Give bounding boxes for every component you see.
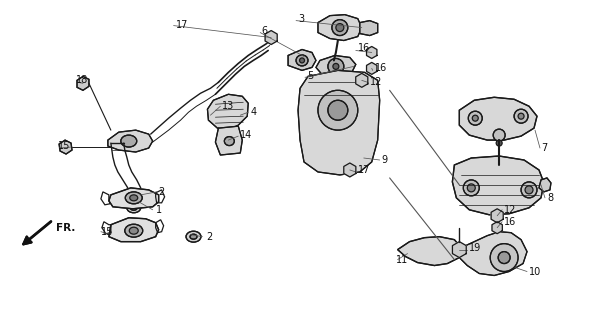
Circle shape xyxy=(328,100,348,120)
Polygon shape xyxy=(459,97,537,140)
Text: 12: 12 xyxy=(504,205,516,215)
Polygon shape xyxy=(344,163,356,177)
Ellipse shape xyxy=(130,195,138,201)
Circle shape xyxy=(359,77,365,83)
Text: 5: 5 xyxy=(307,71,313,81)
Ellipse shape xyxy=(296,55,308,66)
Text: 12: 12 xyxy=(370,77,382,87)
Polygon shape xyxy=(316,55,356,76)
Circle shape xyxy=(514,109,528,123)
Polygon shape xyxy=(360,20,378,36)
Text: 11: 11 xyxy=(395,255,408,265)
Polygon shape xyxy=(367,62,377,74)
Text: 8: 8 xyxy=(547,193,553,203)
Polygon shape xyxy=(453,156,544,215)
Polygon shape xyxy=(109,188,158,209)
Text: 19: 19 xyxy=(469,243,481,252)
Text: 6: 6 xyxy=(261,26,267,36)
Text: 17: 17 xyxy=(358,165,370,175)
Text: 7: 7 xyxy=(541,143,547,153)
Polygon shape xyxy=(59,140,72,154)
Circle shape xyxy=(333,63,339,69)
Text: 18: 18 xyxy=(76,75,88,85)
Text: 2: 2 xyxy=(158,187,165,197)
Text: 1: 1 xyxy=(156,205,161,215)
Ellipse shape xyxy=(130,205,138,210)
Text: 17: 17 xyxy=(176,20,188,29)
Polygon shape xyxy=(367,46,377,59)
Ellipse shape xyxy=(130,227,138,234)
Polygon shape xyxy=(108,130,153,152)
Polygon shape xyxy=(109,218,158,242)
Circle shape xyxy=(521,182,537,198)
Polygon shape xyxy=(356,73,368,87)
Circle shape xyxy=(318,90,358,130)
Text: 13: 13 xyxy=(222,101,235,111)
Polygon shape xyxy=(288,50,316,70)
Circle shape xyxy=(464,180,480,196)
Circle shape xyxy=(490,244,518,271)
Text: 2: 2 xyxy=(206,232,212,242)
Ellipse shape xyxy=(125,192,142,204)
Text: 16: 16 xyxy=(375,63,387,73)
Ellipse shape xyxy=(224,137,235,146)
Text: FR.: FR. xyxy=(56,223,76,233)
Circle shape xyxy=(494,225,500,231)
Text: 16: 16 xyxy=(358,44,370,53)
Ellipse shape xyxy=(126,203,141,213)
Circle shape xyxy=(468,111,482,125)
Ellipse shape xyxy=(190,234,197,239)
Ellipse shape xyxy=(121,135,137,147)
Polygon shape xyxy=(459,232,527,276)
Circle shape xyxy=(268,35,274,41)
Circle shape xyxy=(498,252,510,264)
Polygon shape xyxy=(491,209,503,223)
Polygon shape xyxy=(492,222,502,234)
Polygon shape xyxy=(298,70,379,175)
Polygon shape xyxy=(208,94,248,130)
Circle shape xyxy=(472,115,478,121)
Text: 15: 15 xyxy=(101,227,113,237)
Circle shape xyxy=(456,247,462,252)
Polygon shape xyxy=(77,76,89,90)
Circle shape xyxy=(347,167,353,173)
Circle shape xyxy=(467,184,475,192)
Text: 15: 15 xyxy=(58,141,71,151)
Circle shape xyxy=(496,140,502,146)
Text: 10: 10 xyxy=(529,267,542,276)
Circle shape xyxy=(336,24,344,32)
Text: 14: 14 xyxy=(240,130,252,140)
Ellipse shape xyxy=(125,224,142,237)
Polygon shape xyxy=(539,178,551,192)
Circle shape xyxy=(369,65,375,71)
Text: 9: 9 xyxy=(382,155,388,165)
Circle shape xyxy=(518,113,524,119)
Circle shape xyxy=(525,186,533,194)
Circle shape xyxy=(332,20,348,36)
Text: 16: 16 xyxy=(504,217,516,227)
Ellipse shape xyxy=(186,231,201,242)
Circle shape xyxy=(369,50,375,55)
Polygon shape xyxy=(398,237,461,266)
Polygon shape xyxy=(318,15,362,41)
Polygon shape xyxy=(216,126,243,155)
Circle shape xyxy=(328,59,344,74)
Polygon shape xyxy=(453,242,466,258)
Circle shape xyxy=(493,129,505,141)
Ellipse shape xyxy=(300,58,305,63)
Circle shape xyxy=(494,213,500,219)
Text: 4: 4 xyxy=(251,107,257,117)
Text: 3: 3 xyxy=(298,14,304,24)
Polygon shape xyxy=(265,31,277,44)
